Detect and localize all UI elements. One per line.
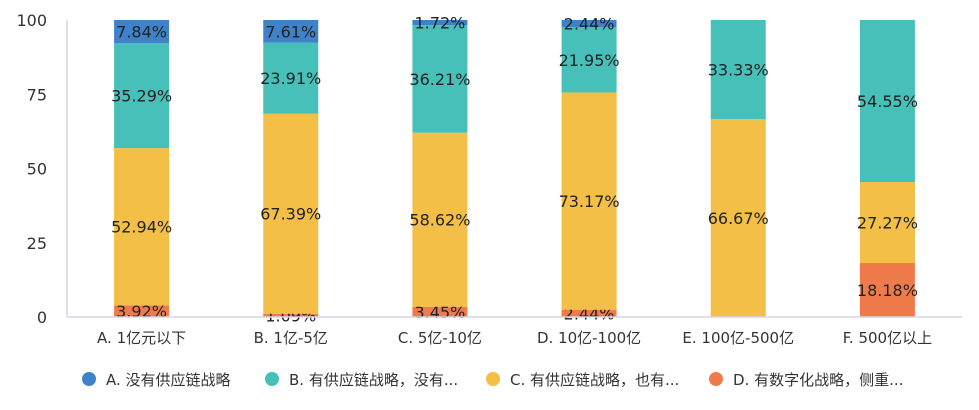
bar-segment — [412, 25, 468, 133]
y-tick-label: 25 — [27, 234, 47, 253]
bar-segment — [114, 43, 170, 149]
x-tick-label: A. 1亿元以下 — [97, 329, 186, 347]
bar-segment — [263, 42, 319, 114]
legend-label: C. 有供应链战略，也有... — [510, 371, 679, 389]
data-label: 33.33% — [708, 60, 769, 79]
data-label: 52.94% — [111, 218, 172, 237]
bar-segment — [710, 118, 766, 317]
data-label: 18.18% — [857, 281, 918, 300]
bar-segment — [263, 113, 319, 314]
x-tick-label: F. 500亿以上 — [843, 329, 932, 347]
data-label: 2.44% — [564, 15, 615, 34]
legend-label: D. 有数字化战略，侧重... — [733, 371, 903, 389]
data-label: 73.17% — [559, 192, 620, 211]
bar-segment — [263, 20, 319, 43]
bar-segment — [710, 20, 766, 119]
bar-segment — [412, 132, 468, 307]
bar-segment — [412, 306, 468, 317]
data-label: 54.55% — [857, 92, 918, 111]
bar-segment — [561, 27, 617, 93]
y-tick-label: 100 — [16, 11, 47, 30]
legend-marker — [265, 372, 279, 386]
legend-marker — [82, 372, 96, 386]
data-label: 35.29% — [111, 87, 172, 106]
bars: 3.92%52.94%35.29%7.84%1.09%67.39%23.91%7… — [111, 14, 918, 326]
data-label: 67.39% — [260, 205, 321, 224]
x-tick-label: E. 100亿-500亿 — [682, 329, 794, 347]
x-tick-label: C. 5亿-10亿 — [398, 329, 482, 347]
data-label: 7.61% — [265, 22, 316, 41]
data-label: 66.67% — [708, 209, 769, 228]
data-label: 21.95% — [559, 51, 620, 70]
data-label: 27.27% — [857, 214, 918, 233]
data-label: 58.62% — [409, 211, 470, 230]
legend-label: B. 有供应链战略，没有... — [289, 371, 458, 389]
data-label: 1.72% — [415, 14, 466, 33]
legend-label: A. 没有供应链战略 — [106, 371, 231, 389]
bar-segment — [114, 305, 170, 317]
bar-segment — [114, 20, 170, 44]
legend-marker — [709, 372, 723, 386]
bar-segment — [561, 92, 617, 310]
data-label: 7.84% — [116, 23, 167, 42]
bar-segment — [859, 263, 915, 317]
x-tick-label: D. 10亿-100亿 — [537, 329, 641, 347]
x-tick-label: B. 1亿-5亿 — [254, 329, 328, 347]
bar-segment — [114, 148, 170, 306]
legend: A. 没有供应链战略 B. 有供应链战略，没有... C. 有供应链战略，也有...… — [82, 371, 903, 389]
bar-segment — [859, 20, 915, 183]
bar-segment — [561, 20, 617, 28]
legend-marker — [486, 372, 500, 386]
bar-segment — [561, 309, 617, 317]
bar-segment — [859, 182, 915, 264]
y-tick-label: 75 — [27, 85, 47, 104]
x-axis: A. 1亿元以下 B. 1亿-5亿 C. 5亿-10亿 D. 10亿-100亿 E. 1… — [67, 316, 962, 347]
y-tick-label: 50 — [27, 160, 47, 179]
data-label: 23.91% — [260, 69, 321, 88]
bar-segment — [263, 313, 319, 317]
y-tick-label: 0 — [37, 308, 47, 327]
bar-segment — [412, 20, 468, 26]
data-label: 36.21% — [409, 70, 470, 89]
y-axis: 0 25 50 75 100 — [16, 11, 68, 327]
